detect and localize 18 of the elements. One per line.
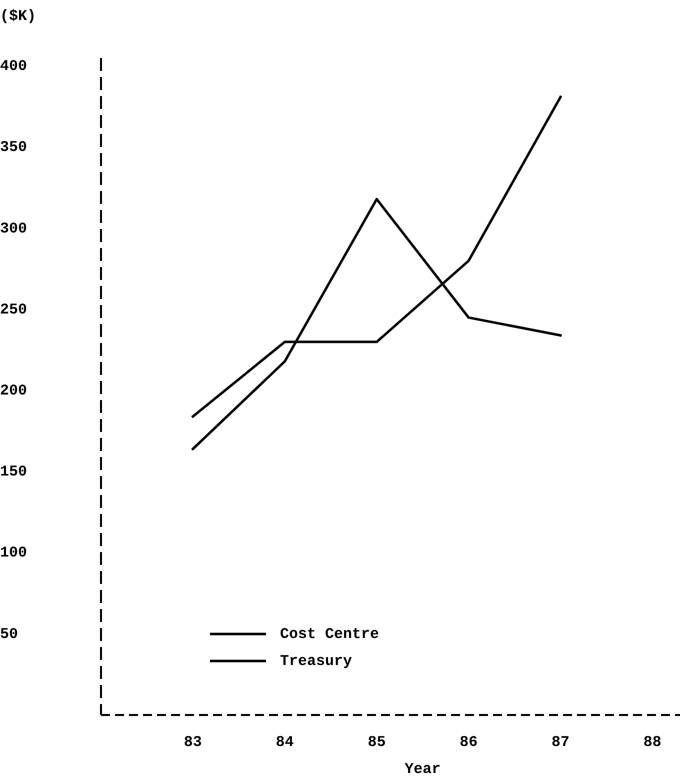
- y-tick-label: 350: [0, 139, 28, 156]
- legend-label: Treasury: [280, 652, 352, 670]
- y-axis-title: ($K): [0, 8, 36, 25]
- x-tick-label: 86: [460, 734, 478, 751]
- x-tick-label: 87: [552, 734, 570, 751]
- y-tick-label: 250: [0, 301, 28, 318]
- y-tick-label: 300: [0, 220, 28, 238]
- legend-label: Cost Centre: [280, 626, 380, 643]
- y-tick-label: 150: [0, 464, 28, 481]
- x-tick-label: 84: [276, 734, 294, 751]
- x-tick-label: 88: [643, 734, 662, 751]
- x-tick-label: 83: [184, 734, 202, 751]
- x-axis-title: Year: [404, 761, 441, 778]
- y-tick-label: 50: [0, 626, 18, 643]
- y-tick-label: 200: [0, 382, 28, 400]
- x-tick-label: 85: [368, 734, 386, 751]
- y-tick-label: 100: [0, 544, 28, 562]
- y-tick-label: 400: [0, 58, 28, 76]
